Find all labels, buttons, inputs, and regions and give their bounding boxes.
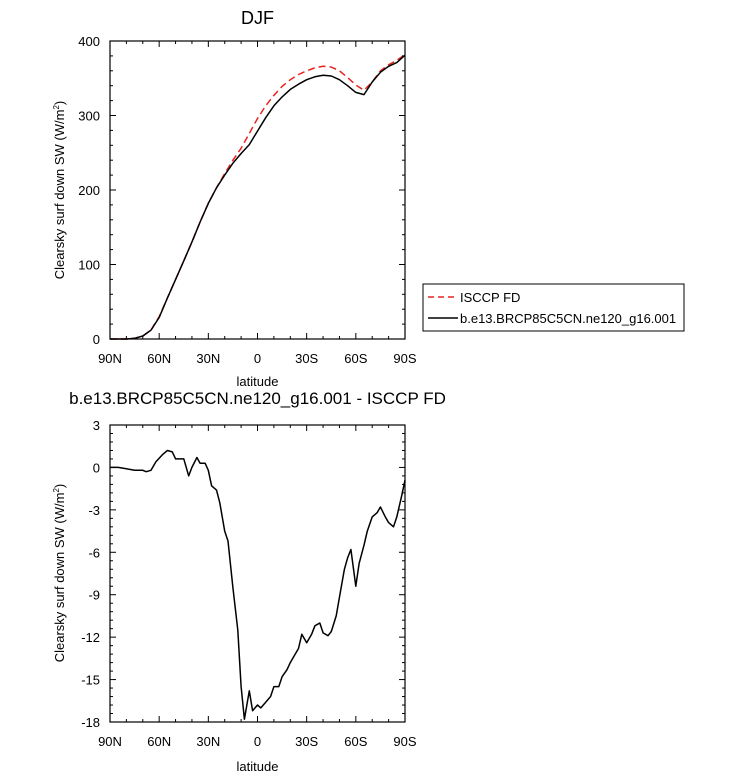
top-y-axis-label-main: Clearsky surf down SW (W/m: [52, 110, 67, 280]
legend-label-isccp: ISCCP FD: [460, 290, 520, 305]
bottom-x-tick-label: 90N: [98, 734, 122, 749]
top-y-axis-label: Clearsky surf down SW (W/m2): [52, 101, 67, 280]
top-panel: DJF 90N 60N 30N 0 30S 60S 90S 0 100 200 300 400 lat…: [52, 8, 417, 389]
top-series-lines: [110, 53, 406, 340]
top-y-tick-label: 200: [78, 183, 100, 198]
top-series-line-1: [110, 54, 406, 340]
bottom-plot-frame: [109, 424, 406, 723]
bottom-series-lines: [110, 449, 406, 720]
bottom-y-axis-label: Clearsky surf down SW (W/m2): [52, 484, 67, 663]
bottom-x-axis-label: latitude: [237, 759, 279, 774]
top-x-tick-label: 60N: [147, 351, 171, 366]
top-series-line-0: [110, 53, 406, 340]
top-axes: 90N 60N 30N 0 30S 60S 90S 0 100 200 300 400: [78, 34, 417, 366]
bottom-y-tick-label: -18: [81, 715, 100, 730]
bottom-x-tick-label: 60S: [344, 734, 367, 749]
top-y-tick-label: 0: [93, 332, 100, 347]
bottom-y-tick-label: -12: [81, 630, 100, 645]
top-y-tick-label: 400: [78, 34, 100, 49]
bottom-y-axis-label-close: ): [52, 484, 67, 488]
bottom-x-tick-label: 90S: [393, 734, 416, 749]
bottom-x-tick-label: 30S: [295, 734, 318, 749]
top-x-tick-label: 60S: [344, 351, 367, 366]
bottom-y-tick-label: 0: [93, 460, 100, 475]
top-x-tick-label: 0: [254, 351, 261, 366]
bottom-y-axis-label-main: Clearsky surf down SW (W/m: [52, 493, 67, 663]
bottom-x-tick-label: 60N: [147, 734, 171, 749]
top-x-tick-label: 30N: [196, 351, 220, 366]
top-y-tick-label: 300: [78, 109, 100, 124]
top-x-axis-label: latitude: [237, 374, 279, 389]
top-y-axis-label-sup: 2: [52, 105, 61, 110]
bottom-y-tick-label: -3: [88, 503, 100, 518]
bottom-panel: b.e13.BRCP85C5CN.ne120_g16.001 - ISCCP F…: [52, 389, 446, 774]
legend: ISCCP FD b.e13.BRCP85C5CN.ne120_g16.001: [422, 283, 685, 332]
bottom-y-tick-label: -6: [88, 545, 100, 560]
bottom-y-tick-label: -15: [81, 673, 100, 688]
top-x-tick-label: 90S: [393, 351, 416, 366]
top-x-tick-label: 30S: [295, 351, 318, 366]
top-chart-title: DJF: [241, 8, 274, 28]
bottom-series-line-0: [110, 449, 406, 720]
top-x-tick-label: 90N: [98, 351, 122, 366]
top-plot-frame: [109, 40, 406, 340]
legend-label-model: b.e13.BRCP85C5CN.ne120_g16.001: [460, 311, 676, 326]
top-y-axis-label-close: ): [52, 101, 67, 105]
bottom-y-tick-label: -9: [88, 588, 100, 603]
bottom-x-tick-label: 0: [254, 734, 261, 749]
bottom-chart-title: b.e13.BRCP85C5CN.ne120_g16.001 - ISCCP F…: [69, 389, 446, 408]
bottom-axes: 90N 60N 30N 0 30S 60S 90S 3 0 -3 -6 -9 -12 -15 -18: [81, 418, 417, 749]
bottom-x-tick-label: 30N: [196, 734, 220, 749]
legend-box: [422, 283, 685, 332]
bottom-y-tick-label: 3: [93, 418, 100, 433]
top-y-tick-label: 100: [78, 258, 100, 273]
bottom-y-axis-label-sup: 2: [52, 488, 61, 493]
